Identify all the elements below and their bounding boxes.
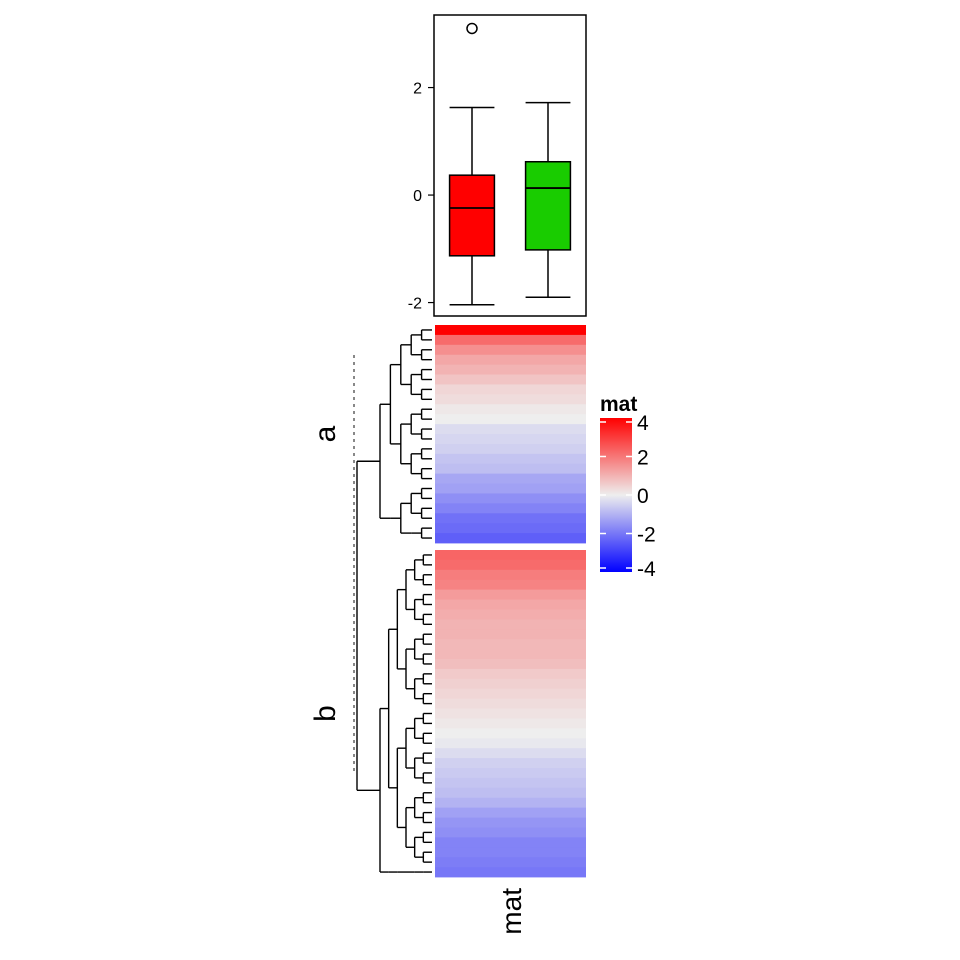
heatmap-cell: [435, 639, 586, 650]
heatmap-cell: [435, 404, 586, 415]
boxplot-annotation: -2 0 2: [408, 14, 587, 317]
heatmap-cell: [435, 609, 586, 620]
y-tick-label: 2: [413, 81, 422, 98]
box-body: [448, 174, 496, 257]
heatmap-cell: [435, 837, 586, 848]
heatmap-cell: [435, 728, 586, 739]
outlier-point: [466, 22, 478, 35]
heatmap-cell: [435, 807, 586, 818]
heatmap-cell: [435, 559, 586, 571]
heatmap-cell: [435, 599, 586, 610]
heatmap-cell: [435, 473, 586, 484]
heatmap-cell: [435, 384, 586, 395]
heatmap-cell: [435, 708, 586, 719]
heatmap-cell: [435, 550, 586, 561]
legend-tick-label: 4: [637, 412, 649, 435]
heatmap-cell: [435, 678, 586, 690]
heatmap-cell: [435, 817, 586, 828]
heatmap-cell: [435, 649, 586, 660]
box-body: [524, 160, 572, 251]
heatmap-body: [435, 325, 586, 878]
legend-tick-label: 2: [637, 447, 649, 470]
heatmap-cell: [435, 394, 586, 405]
heatmap-cell: [435, 748, 586, 759]
heatmap-cell: [435, 364, 586, 375]
heatmap-cell: [435, 334, 586, 346]
heatmap-cell: [435, 424, 586, 435]
box-b: [524, 101, 572, 298]
heatmap-cell: [435, 847, 586, 858]
heatmap-cell: [435, 768, 586, 779]
box-a: [448, 22, 496, 306]
heatmap-cell: [435, 463, 586, 475]
heatmap-cell: [435, 698, 586, 709]
heatmap-cell: [435, 414, 586, 425]
heatmap-cell: [435, 493, 586, 504]
column-labels: mat: [496, 888, 527, 935]
heatmap-cell: [435, 797, 586, 809]
heatmap-slice-b: [435, 550, 586, 878]
column-label-mat: mat: [496, 888, 527, 935]
heatmap-cell: [435, 344, 586, 356]
heatmap-cell: [435, 503, 586, 514]
heatmap-cell: [435, 827, 586, 838]
heatmap-cell: [435, 569, 586, 581]
heatmap-cell: [435, 867, 586, 878]
heatmap-cell: [435, 688, 586, 700]
y-tick-label: 0: [413, 188, 422, 205]
heatmap-cell: [435, 629, 586, 640]
heatmap-cell: [435, 777, 586, 789]
heatmap-cell: [435, 523, 586, 534]
heatmap-cell: [435, 857, 586, 868]
legend-tick-label: -4: [637, 558, 656, 581]
row-split-label-a: a: [309, 425, 342, 442]
heatmap-cell: [435, 668, 586, 680]
heatmap-cell: [435, 483, 586, 494]
legend-tick-label: -2: [637, 524, 656, 547]
row-split-label-b: b: [309, 705, 342, 722]
heatmap-cell: [435, 374, 586, 385]
legend-title: mat: [600, 393, 637, 416]
heatmap-cell: [435, 738, 586, 749]
heatmap-cell: [435, 718, 586, 729]
heatmap-cell: [435, 443, 586, 455]
heatmap-cell: [435, 589, 586, 600]
heatmap-cell: [435, 533, 586, 544]
legend-tick-label: 0: [637, 485, 649, 508]
heatmap-cell: [435, 659, 586, 670]
heatmap-slice-a: [435, 325, 586, 544]
y-tick-label: -2: [408, 296, 422, 313]
heatmap-cell: [435, 434, 586, 445]
heatmap-cell: [435, 513, 586, 524]
heatmap-cell: [435, 453, 586, 465]
heatmap-cell: [435, 619, 586, 630]
heatmap-cell: [435, 325, 586, 336]
row-split-labels: ab: [309, 425, 342, 722]
heatmap-cell: [435, 758, 586, 769]
boxplot-frame: [433, 14, 587, 317]
heatmap-cell: [435, 354, 586, 366]
row-dendrogram: [353, 329, 432, 873]
heatmap-cell: [435, 579, 586, 591]
heatmap-cell: [435, 787, 586, 799]
